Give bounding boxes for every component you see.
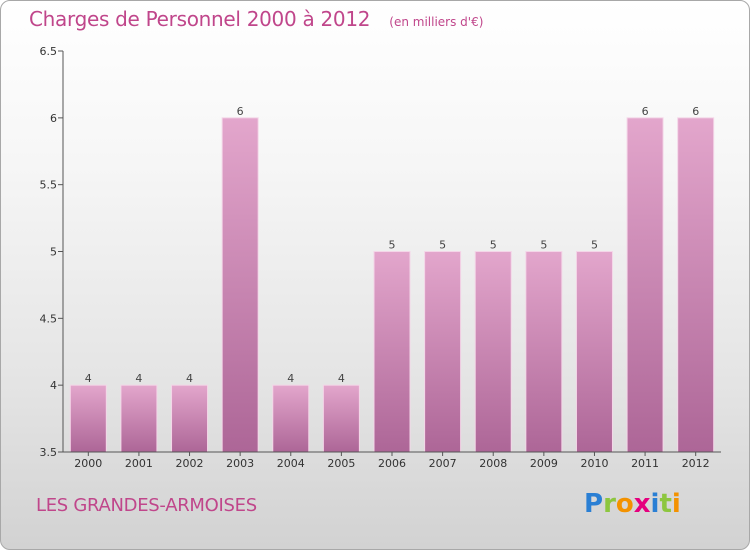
logo-letter: x bbox=[633, 489, 651, 519]
y-tick-label-4.5: 4.5 bbox=[40, 312, 58, 325]
bar-2011 bbox=[626, 117, 664, 453]
x-tick-label-2005: 2005 bbox=[327, 457, 355, 470]
logo-letter: P bbox=[584, 489, 604, 519]
bar-2012 bbox=[677, 117, 715, 453]
data-label-2007: 5 bbox=[439, 239, 446, 252]
data-label-2003: 6 bbox=[237, 105, 244, 118]
logo-letter: o bbox=[615, 489, 634, 519]
bar-2007 bbox=[424, 251, 462, 453]
chart-subtitle: (en milliers d'€) bbox=[389, 15, 484, 29]
bar-2000 bbox=[69, 384, 107, 453]
y-tick-label-3.5: 3.5 bbox=[40, 446, 58, 459]
y-tick-label-4: 4 bbox=[50, 379, 57, 392]
bar-2003 bbox=[221, 117, 259, 453]
x-tick-label-2006: 2006 bbox=[378, 457, 406, 470]
data-label-2012: 6 bbox=[692, 105, 699, 118]
axis-layer: 2000 2001 2002 2003 2004 2005 2006 2007 2008 2009… bbox=[40, 45, 721, 470]
y-tick-label-6.5: 6.5 bbox=[40, 45, 58, 58]
bar-2002 bbox=[171, 384, 209, 453]
bar-2010 bbox=[575, 251, 613, 453]
x-tick-label-2001: 2001 bbox=[125, 457, 153, 470]
y-tick-label-6: 6 bbox=[50, 112, 57, 125]
x-tick-label-2003: 2003 bbox=[226, 457, 254, 470]
data-label-2002: 4 bbox=[186, 372, 193, 385]
data-label-2009: 5 bbox=[540, 239, 547, 252]
x-tick-label-2000: 2000 bbox=[74, 457, 102, 470]
data-label-2004: 4 bbox=[287, 372, 294, 385]
logo-letter: r bbox=[603, 489, 616, 519]
x-tick-label-2010: 2010 bbox=[580, 457, 608, 470]
bar-2008 bbox=[474, 251, 512, 453]
bar-2006 bbox=[373, 251, 411, 453]
x-tick-label-2011: 2011 bbox=[631, 457, 659, 470]
data-label-2010: 5 bbox=[591, 239, 598, 252]
data-label-2001: 4 bbox=[135, 372, 142, 385]
x-tick-label-2009: 2009 bbox=[530, 457, 558, 470]
logo-letter: i bbox=[671, 489, 681, 519]
data-label-2005: 4 bbox=[338, 372, 345, 385]
bar-2001 bbox=[120, 384, 158, 453]
y-tick-label-5: 5 bbox=[50, 246, 57, 259]
y-tick-label-5.5: 5.5 bbox=[40, 179, 58, 192]
bars-layer: 4 4 4 6 4 4 5 5 5 5 5 6 6 bbox=[69, 105, 715, 453]
x-tick-label-2012: 2012 bbox=[682, 457, 710, 470]
x-tick-label-2008: 2008 bbox=[479, 457, 507, 470]
data-label-2011: 6 bbox=[642, 105, 649, 118]
title-row: Charges de Personnel 2000 à 2012 (en mil… bbox=[29, 7, 483, 31]
data-label-2000: 4 bbox=[85, 372, 92, 385]
bar-2009 bbox=[525, 251, 563, 453]
logo-letter: i bbox=[650, 489, 660, 519]
proxiti-logo: Proxiti bbox=[584, 489, 681, 519]
x-tick-label-2002: 2002 bbox=[176, 457, 204, 470]
x-tick-label-2004: 2004 bbox=[277, 457, 305, 470]
data-label-2008: 5 bbox=[490, 239, 497, 252]
logo-letter: t bbox=[659, 489, 672, 519]
chart-title: Charges de Personnel 2000 à 2012 bbox=[29, 7, 371, 31]
bar-2005 bbox=[322, 384, 360, 453]
bar-2004 bbox=[272, 384, 310, 453]
commune-name: LES GRANDES-ARMOISES bbox=[36, 495, 257, 516]
x-tick-label-2007: 2007 bbox=[429, 457, 457, 470]
data-label-2006: 5 bbox=[389, 239, 396, 252]
